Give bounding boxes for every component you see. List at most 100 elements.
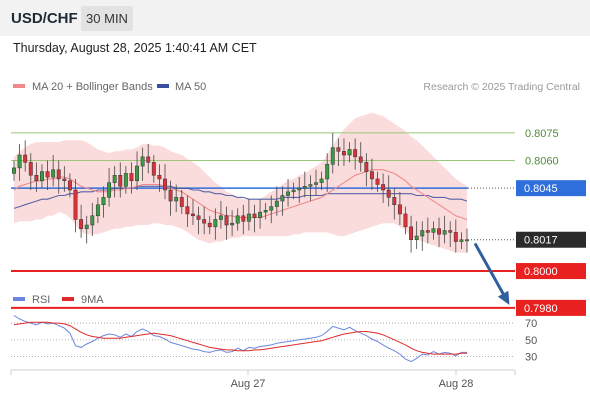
candle-body — [135, 165, 139, 182]
candle-body — [252, 213, 257, 218]
candle-body — [269, 206, 274, 211]
candle-body — [425, 230, 430, 233]
rsi-plot: 70 50 30 — [11, 315, 537, 364]
candle-body — [465, 239, 469, 242]
forecast-arrow — [473, 242, 510, 304]
ma20-line — [13, 169, 468, 221]
candle-body — [319, 178, 324, 183]
x-tick-label: Aug 28 — [439, 378, 474, 390]
candle-body — [23, 154, 28, 163]
candle-body — [403, 213, 408, 228]
candle-body — [330, 147, 335, 165]
timeframe-button[interactable]: 30 MIN — [81, 6, 133, 31]
candle-body — [12, 167, 16, 174]
bollinger-band — [14, 112, 467, 253]
ma50-line — [13, 185, 468, 209]
candle-body — [67, 180, 72, 191]
candle-body — [118, 175, 123, 187]
candle-body — [146, 156, 151, 163]
candle-body — [202, 219, 207, 224]
level-label: 0.8060 — [525, 156, 559, 168]
candle-body — [246, 213, 251, 222]
rsi-ma-line — [13, 321, 467, 355]
rsi-legend-label: RSI — [32, 294, 50, 306]
candle-body — [375, 178, 380, 185]
level-label-box — [516, 263, 586, 280]
header-bar: USD/CHF 30 MIN — [0, 0, 590, 36]
candle-body — [28, 162, 33, 176]
candle-body — [381, 184, 386, 191]
candle-body — [151, 162, 156, 176]
candle-body — [140, 156, 145, 167]
symbol-title: USD/CHF — [11, 10, 78, 27]
candle-body — [157, 175, 162, 180]
credit-text: Research © 2025 Trading Central — [423, 81, 580, 93]
candle-body — [123, 173, 128, 187]
level-label: 0.8075 — [525, 128, 559, 140]
candle-body — [420, 230, 425, 237]
candle-body — [95, 204, 100, 217]
candle-body — [235, 215, 240, 224]
level-label-box — [516, 180, 586, 197]
candle-body — [179, 197, 184, 207]
candle-body — [174, 197, 179, 202]
candle-body — [347, 149, 352, 156]
candle-body — [286, 191, 290, 196]
candle-body — [101, 197, 106, 205]
rsi-ma-legend-swatch — [62, 297, 74, 301]
level-label-box — [516, 231, 586, 248]
candle-body — [224, 215, 229, 226]
candle-body — [314, 182, 318, 185]
candle-body — [291, 189, 296, 193]
candle-body — [112, 175, 117, 183]
chart-datetime: Thursday, August 28, 2025 1:40:41 AM CET — [13, 41, 257, 55]
rsi-line — [13, 315, 467, 363]
candle-body — [129, 173, 134, 182]
candle-body — [308, 184, 313, 187]
candle-body — [79, 219, 84, 229]
candle-body — [274, 200, 279, 207]
rsi-ma-legend-label: 9MA — [81, 294, 104, 306]
level-label: 0.8045 — [524, 183, 558, 195]
candle-body — [409, 226, 414, 240]
level-label: 0.8000 — [524, 266, 558, 278]
candle-body — [414, 235, 419, 240]
candle-body — [163, 178, 167, 191]
candle-body — [207, 222, 212, 228]
level-label-box — [516, 299, 586, 316]
candle-body — [392, 197, 397, 205]
candle-body — [302, 186, 307, 189]
candle-body — [168, 189, 173, 202]
candle-body — [353, 149, 358, 158]
candle-body — [185, 206, 190, 215]
candle-body — [73, 189, 78, 220]
candle-body — [107, 182, 112, 198]
ma50-legend-swatch — [157, 84, 169, 88]
candle-body — [34, 175, 39, 182]
candle-body — [280, 195, 285, 202]
candle-body — [45, 171, 50, 178]
candle-body — [336, 147, 341, 152]
forecast-arrow-head — [497, 290, 510, 305]
rsi-legend-swatch — [13, 297, 25, 301]
candle-body — [90, 215, 95, 226]
candle-body — [369, 171, 374, 180]
candle-body — [191, 213, 195, 217]
ma50-legend-label: MA 50 — [175, 81, 206, 93]
level-label: 0.8017 — [524, 235, 558, 247]
candle-body — [241, 215, 246, 222]
candle-body — [258, 211, 263, 218]
rsi-tick-label: 50 — [525, 335, 537, 347]
candle-body — [448, 230, 453, 233]
candle-body — [40, 171, 44, 182]
candle-body — [453, 232, 458, 242]
candle-body — [62, 178, 67, 182]
candle-body — [437, 228, 441, 235]
candle-body — [442, 230, 447, 235]
candle-body — [84, 224, 89, 229]
level-label: 0.7980 — [524, 303, 558, 315]
candle-body — [51, 169, 56, 178]
candle-body — [230, 222, 235, 226]
rsi-tick-label: 70 — [525, 318, 537, 330]
candle-body — [213, 219, 218, 228]
